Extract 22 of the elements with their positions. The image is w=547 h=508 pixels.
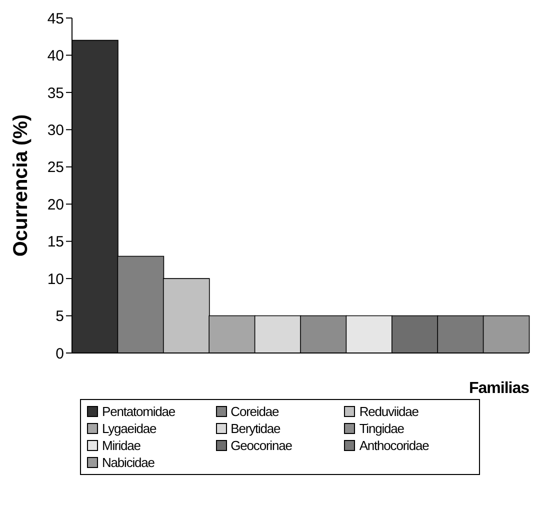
y-tick-label: 10 (47, 270, 64, 288)
y-tick-label: 0 (56, 345, 64, 362)
legend-label: Anthocoridae (359, 438, 429, 453)
legend-label: Berytidae (230, 421, 280, 436)
y-tick-label: 40 (47, 48, 64, 65)
x-axis-title: Familias (468, 380, 530, 397)
y-tick-label: 45 (47, 10, 64, 28)
y-tick-label: 35 (47, 84, 64, 102)
y-tick-label: 30 (47, 122, 64, 139)
y-tick-label: 25 (47, 159, 64, 176)
legend-label: Miridae (102, 438, 140, 453)
legend-label: Lygaeidae (102, 421, 156, 436)
legend-label: Nabicidae (102, 455, 154, 470)
y-tick-label: 20 (47, 196, 64, 214)
legend-label: Tingidae (359, 421, 404, 436)
y-tick-label: 5 (56, 308, 64, 326)
legend-label: Reduviidae (359, 404, 418, 419)
y-axis-title: Ocurrencia (%) (10, 114, 32, 257)
legend-label: Pentatomidae (102, 404, 176, 419)
y-tick-label: 15 (47, 234, 64, 251)
legend-label: Geocorinae (230, 438, 292, 453)
legend-label: Coreidae (230, 404, 279, 419)
